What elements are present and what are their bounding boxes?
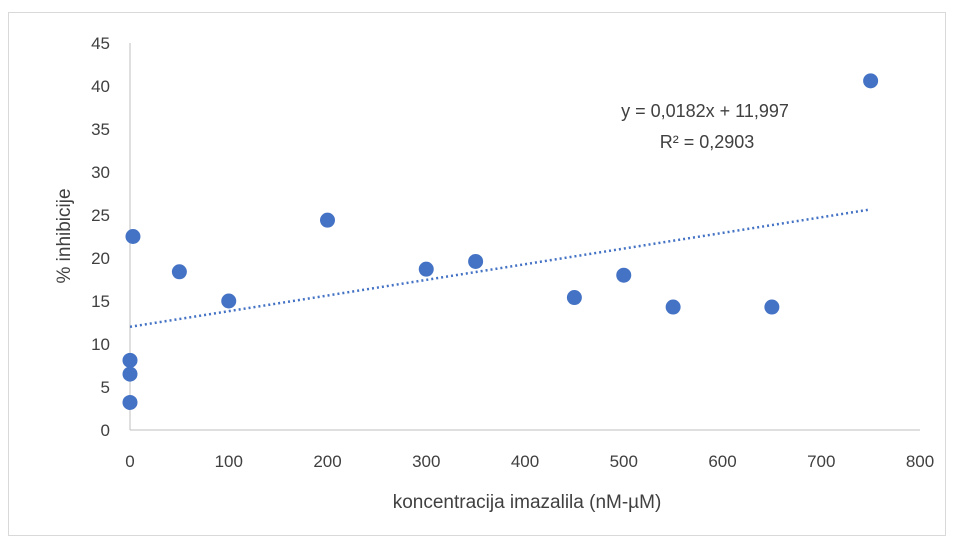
data-points [122, 73, 879, 410]
x-axis-tick-labels: 0 100 200 300 400 500 600 700 800 [125, 452, 934, 471]
x-axis-title: koncentracija imazalila (nM-µM) [393, 492, 662, 513]
x-tick-label: 300 [412, 452, 440, 471]
data-point [616, 267, 632, 283]
data-point [122, 394, 138, 410]
x-tick-label: 200 [313, 452, 341, 471]
x-tick-label: 100 [215, 452, 243, 471]
data-point [122, 352, 138, 368]
data-point [122, 366, 138, 382]
data-point [665, 299, 681, 315]
data-point [221, 293, 237, 309]
y-tick-label: 5 [101, 378, 110, 397]
chart-frame [8, 12, 946, 536]
y-tick-label: 30 [91, 163, 110, 182]
x-tick-label: 400 [511, 452, 539, 471]
y-tick-label: 10 [91, 335, 110, 354]
x-tick-label: 600 [708, 452, 736, 471]
x-tick-label: 700 [807, 452, 835, 471]
y-tick-label: 15 [91, 292, 110, 311]
r-squared-label: R² = 0,2903 [660, 132, 755, 152]
data-point [171, 264, 187, 280]
data-point [320, 212, 335, 228]
y-tick-label: 25 [91, 206, 110, 225]
y-tick-label: 45 [91, 34, 110, 53]
y-tick-label: 20 [91, 249, 110, 268]
y-axis-title: % inhibicije [54, 188, 75, 283]
y-axis-tick-labels: 0 5 10 15 20 25 30 35 40 45 [91, 34, 110, 440]
data-point [764, 299, 780, 315]
y-tick-label: 35 [91, 120, 110, 139]
data-point [863, 73, 879, 89]
x-tick-label: 500 [610, 452, 638, 471]
y-tick-label: 40 [91, 77, 110, 96]
x-tick-label: 0 [125, 452, 134, 471]
data-point [468, 253, 484, 269]
data-point [566, 290, 582, 306]
y-tick-label: 0 [101, 421, 110, 440]
x-tick-label: 800 [906, 452, 934, 471]
data-point [418, 261, 434, 277]
trendline-equation: y = 0,0182x + 11,997 [621, 101, 789, 121]
linear-trendline [129, 208, 871, 329]
data-point [125, 229, 141, 244]
